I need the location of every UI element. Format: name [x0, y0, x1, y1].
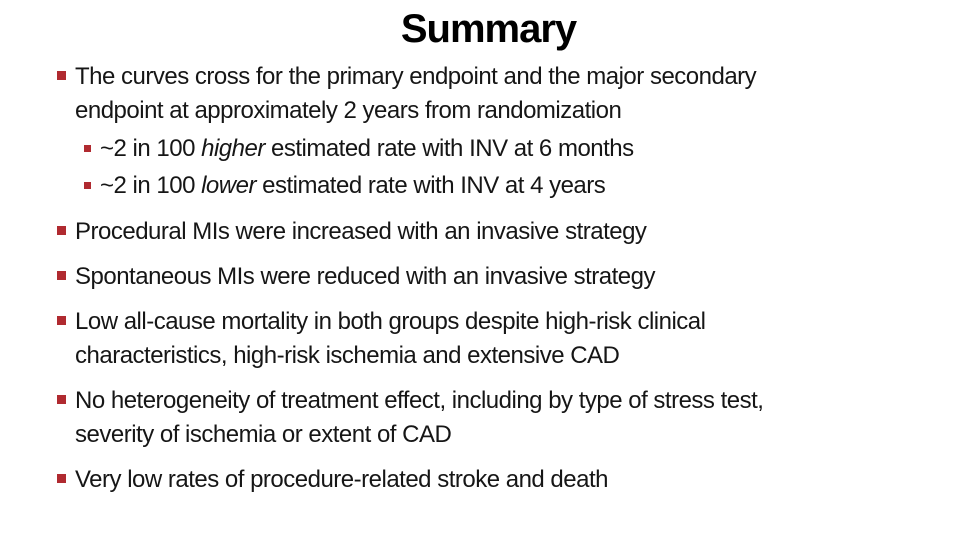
bullet-square-icon [57, 71, 66, 80]
bullet-item: Spontaneous MIs were reduced with an inv… [57, 260, 920, 294]
bullet-text: ~2 in 100 higher estimated rate with INV… [100, 130, 634, 167]
bullet-square-icon [57, 395, 66, 404]
bullet-square-icon [57, 474, 66, 483]
bullet-item: ~2 in 100 lower estimated rate with INV … [84, 167, 920, 204]
plain-text: Spontaneous MIs were reduced with an inv… [75, 263, 656, 290]
bullet-item: Procedural MIs were increased with an in… [57, 215, 920, 249]
plain-text: The curves cross for the primary endpoin… [75, 63, 757, 90]
bullet-text-line: Spontaneous MIs were reduced with an inv… [75, 260, 656, 294]
bullet-text-line: endpoint at approximately 2 years from r… [75, 94, 756, 128]
bullet-text: Spontaneous MIs were reduced with an inv… [75, 260, 656, 294]
bullet-text-line: ~2 in 100 higher estimated rate with INV… [100, 130, 634, 167]
plain-text: estimated rate with INV at 4 years [255, 172, 606, 199]
bullet-text-line: ~2 in 100 lower estimated rate with INV … [100, 167, 606, 204]
bullet-text: The curves cross for the primary endpoin… [75, 60, 757, 128]
bullet-text-line: Very low rates of procedure-related stro… [75, 463, 608, 497]
bullet-text-line: characteristics, high-risk ischemia and … [75, 339, 705, 373]
bullet-item: The curves cross for the primary endpoin… [57, 60, 920, 128]
plain-text: Low all-cause mortality in both groups d… [75, 308, 706, 335]
bullet-item: Low all-cause mortality in both groups d… [57, 305, 920, 373]
plain-text: No heterogeneity of treatment effect, in… [75, 387, 764, 414]
bullet-square-icon [57, 316, 66, 325]
bullet-square-icon [84, 182, 91, 189]
plain-text: ~2 in 100 [100, 172, 202, 199]
bullet-item: Very low rates of procedure-related stro… [57, 463, 920, 497]
bullet-text: Procedural MIs were increased with an in… [75, 215, 647, 249]
emphasized-text: higher [201, 135, 265, 162]
plain-text: endpoint at approximately 2 years from r… [75, 97, 622, 124]
bullet-text-line: Procedural MIs were increased with an in… [75, 215, 647, 249]
bullet-text: Low all-cause mortality in both groups d… [75, 305, 706, 373]
bullet-text-line: Low all-cause mortality in both groups d… [75, 305, 706, 339]
plain-text: severity of ischemia or extent of CAD [75, 421, 452, 448]
emphasized-text: lower [201, 172, 256, 199]
bullet-square-icon [57, 271, 66, 280]
bullet-text-line: The curves cross for the primary endpoin… [75, 60, 757, 94]
bullet-text-line: No heterogeneity of treatment effect, in… [75, 384, 764, 418]
bullet-item: No heterogeneity of treatment effect, in… [57, 384, 920, 452]
bullet-list: The curves cross for the primary endpoin… [57, 60, 920, 497]
bullet-square-icon [84, 145, 91, 152]
bullet-text: ~2 in 100 lower estimated rate with INV … [100, 167, 606, 204]
bullet-text: Very low rates of procedure-related stro… [75, 463, 608, 497]
bullet-text-line: severity of ischemia or extent of CAD [75, 418, 763, 452]
bullet-text: No heterogeneity of treatment effect, in… [75, 384, 764, 452]
slide-title: Summary [400, 7, 577, 51]
plain-text: Very low rates of procedure-related stro… [75, 466, 608, 493]
bullet-square-icon [57, 226, 66, 235]
bullet-item: ~2 in 100 higher estimated rate with INV… [84, 130, 920, 167]
plain-text: Procedural MIs were increased with an in… [75, 218, 647, 245]
plain-text: estimated rate with INV at 6 months [264, 135, 634, 162]
plain-text: ~2 in 100 [100, 135, 202, 162]
plain-text: characteristics, high-risk ischemia and … [75, 342, 620, 369]
